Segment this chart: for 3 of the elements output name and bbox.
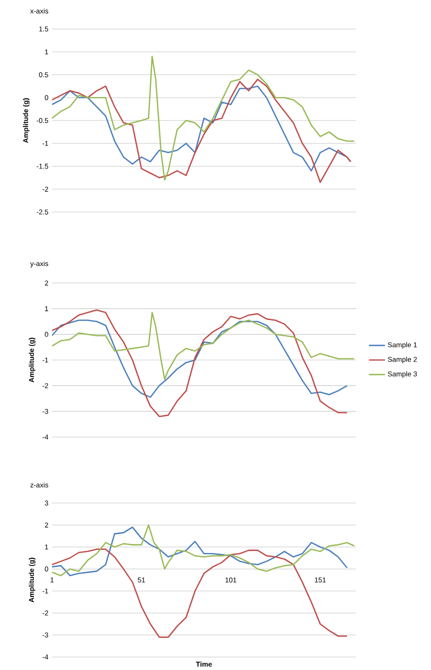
line-series xyxy=(52,78,352,183)
line-series xyxy=(52,548,348,638)
line-series xyxy=(52,309,348,418)
